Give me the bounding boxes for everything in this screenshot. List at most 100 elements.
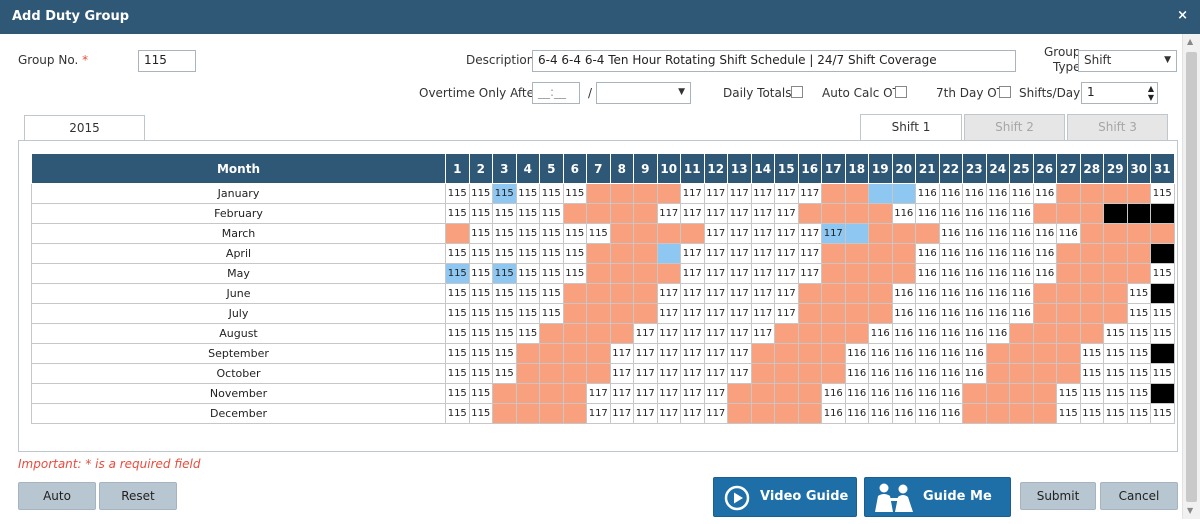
day-cell[interactable] — [868, 183, 893, 204]
day-cell[interactable]: 117 — [609, 383, 634, 404]
day-cell[interactable] — [1079, 303, 1104, 324]
day-cell[interactable]: 117 — [750, 283, 775, 304]
day-cell[interactable]: 116 — [844, 343, 869, 364]
day-cell[interactable]: 117 — [703, 183, 728, 204]
day-cell[interactable] — [1079, 323, 1104, 344]
day-cell[interactable]: 116 — [915, 343, 940, 364]
day-cell[interactable]: 116 — [938, 223, 963, 244]
day-cell[interactable] — [797, 343, 822, 364]
day-cell[interactable]: 115 — [515, 263, 540, 284]
day-cell[interactable] — [868, 203, 893, 224]
day-cell[interactable]: 116 — [1009, 283, 1034, 304]
day-cell[interactable]: 117 — [727, 363, 752, 384]
day-cell[interactable]: 117 — [703, 363, 728, 384]
day-cell[interactable]: 117 — [680, 243, 705, 264]
day-cell[interactable]: 117 — [727, 303, 752, 324]
day-cell[interactable]: 117 — [680, 183, 705, 204]
day-cell[interactable]: 115 — [468, 303, 493, 324]
day-cell[interactable]: 117 — [750, 183, 775, 204]
day-cell[interactable] — [1103, 183, 1128, 204]
day-cell[interactable]: 115 — [445, 243, 470, 264]
day-cell[interactable]: 117 — [609, 403, 634, 424]
day-cell[interactable]: 117 — [609, 343, 634, 364]
vertical-scrollbar[interactable]: ▲ ▼ — [1182, 34, 1200, 519]
day-cell[interactable]: 117 — [774, 183, 799, 204]
day-cell[interactable]: 116 — [1056, 223, 1081, 244]
day-cell[interactable]: 115 — [468, 283, 493, 304]
submit-button[interactable]: Submit — [1020, 482, 1096, 510]
day-cell[interactable]: 115 — [492, 183, 517, 204]
scroll-up-icon[interactable]: ▲ — [1187, 37, 1194, 46]
day-cell[interactable]: 116 — [1009, 203, 1034, 224]
day-cell[interactable] — [844, 303, 869, 324]
day-cell[interactable]: 117 — [633, 383, 658, 404]
day-cell[interactable]: 115 — [492, 263, 517, 284]
day-cell[interactable]: 116 — [915, 383, 940, 404]
day-cell[interactable] — [1150, 343, 1175, 364]
day-cell[interactable] — [609, 303, 634, 324]
day-cell[interactable] — [868, 263, 893, 284]
day-cell[interactable]: 115 — [1150, 183, 1175, 204]
day-cell[interactable]: 117 — [727, 323, 752, 344]
day-cell[interactable]: 116 — [915, 363, 940, 384]
reset-button[interactable]: Reset — [99, 482, 177, 510]
day-cell[interactable] — [797, 363, 822, 384]
day-cell[interactable]: 115 — [492, 303, 517, 324]
day-cell[interactable]: 116 — [844, 363, 869, 384]
day-cell[interactable]: 116 — [891, 363, 916, 384]
day-cell[interactable] — [1126, 263, 1151, 284]
day-cell[interactable]: 117 — [774, 263, 799, 284]
day-cell[interactable] — [821, 343, 846, 364]
day-cell[interactable]: 115 — [468, 363, 493, 384]
day-cell[interactable]: 115 — [1103, 383, 1128, 404]
day-cell[interactable]: 115 — [539, 303, 564, 324]
day-cell[interactable]: 116 — [915, 323, 940, 344]
day-cell[interactable]: 115 — [586, 223, 611, 244]
day-cell[interactable]: 115 — [539, 243, 564, 264]
day-cell[interactable] — [562, 343, 587, 364]
day-cell[interactable]: 116 — [938, 323, 963, 344]
day-cell[interactable]: 115 — [1150, 303, 1175, 324]
day-cell[interactable]: 116 — [915, 403, 940, 424]
day-cell[interactable]: 115 — [468, 323, 493, 344]
day-cell[interactable] — [539, 343, 564, 364]
day-cell[interactable]: 115 — [1126, 403, 1151, 424]
day-cell[interactable]: 115 — [468, 403, 493, 424]
tab-year-2015[interactable]: 2015 — [24, 115, 145, 142]
day-cell[interactable]: 115 — [562, 223, 587, 244]
day-cell[interactable] — [868, 283, 893, 304]
day-cell[interactable] — [1150, 203, 1175, 224]
day-cell[interactable]: 115 — [1126, 303, 1151, 324]
day-cell[interactable] — [844, 243, 869, 264]
day-cell[interactable] — [1032, 303, 1057, 324]
auto-calc-ot-checkbox[interactable] — [895, 86, 907, 98]
day-cell[interactable]: 115 — [468, 343, 493, 364]
day-cell[interactable]: 115 — [515, 203, 540, 224]
day-cell[interactable] — [1032, 343, 1057, 364]
day-cell[interactable]: 115 — [1079, 383, 1104, 404]
video-guide-button[interactable]: Video Guide — [713, 477, 857, 517]
day-cell[interactable] — [1079, 263, 1104, 284]
day-cell[interactable]: 117 — [703, 283, 728, 304]
day-cell[interactable] — [586, 203, 611, 224]
day-cell[interactable]: 115 — [492, 223, 517, 244]
day-cell[interactable] — [844, 183, 869, 204]
day-cell[interactable]: 115 — [492, 323, 517, 344]
day-cell[interactable] — [515, 363, 540, 384]
day-cell[interactable]: 115 — [539, 223, 564, 244]
day-cell[interactable] — [1032, 203, 1057, 224]
day-cell[interactable]: 116 — [915, 303, 940, 324]
day-cell[interactable]: 116 — [938, 263, 963, 284]
day-cell[interactable] — [821, 363, 846, 384]
day-cell[interactable] — [1150, 243, 1175, 264]
day-cell[interactable]: 116 — [1032, 223, 1057, 244]
day-cell[interactable]: 115 — [562, 243, 587, 264]
day-cell[interactable]: 115 — [445, 323, 470, 344]
day-cell[interactable]: 116 — [821, 403, 846, 424]
day-cell[interactable]: 116 — [1032, 263, 1057, 284]
day-cell[interactable]: 117 — [750, 263, 775, 284]
scrollbar-thumb[interactable] — [1186, 52, 1197, 502]
day-cell[interactable]: 115 — [468, 383, 493, 404]
day-cell[interactable] — [562, 203, 587, 224]
day-cell[interactable]: 116 — [1032, 183, 1057, 204]
